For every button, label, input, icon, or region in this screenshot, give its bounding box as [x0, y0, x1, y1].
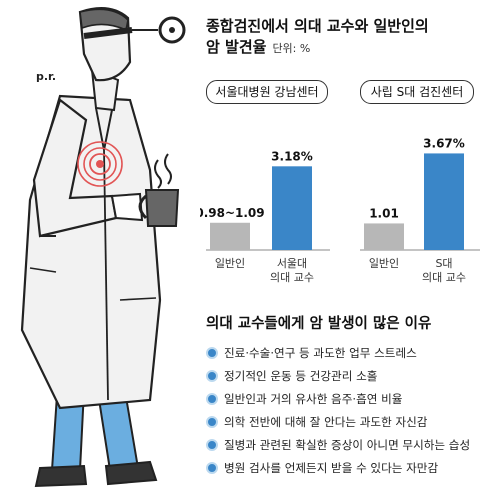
bullet-dot-icon [206, 439, 218, 451]
reason-item: 일반인과 거의 유사한 음주·흡연 비율 [206, 390, 402, 408]
bullet-dot-icon [206, 416, 218, 428]
bullet-dot-icon [206, 347, 218, 359]
chart-2-value-label-1: 1.01 [369, 206, 399, 220]
reason-item: 병원 검사를 언제든지 받을 수 있다는 자만감 [206, 459, 438, 477]
bullet-dot-icon [206, 370, 218, 382]
reason-item: 의학 전반에 대해 잘 안다는 과도한 자신감 [206, 413, 427, 431]
reason-text: 일반인과 거의 유사한 음주·흡연 비율 [224, 392, 403, 406]
chart-1-category-label-2: 서울대 [277, 257, 307, 270]
reason-text: 의학 전반에 대해 잘 안다는 과도한 자신감 [224, 415, 428, 429]
title-line-1: 종합검진에서 의대 교수와 일반인의 [206, 17, 429, 35]
reason-item: 질병과 관련된 확실한 증상이 아니면 무시하는 습성 [206, 436, 470, 454]
chart-2-category-label-2: 의대 교수 [422, 271, 466, 284]
illustration-text: p.r. [36, 70, 56, 83]
reason-text: 질병과 관련된 확실한 증상이 아니면 무시하는 습성 [224, 438, 471, 452]
title-line-2: 암 발견율 [206, 38, 267, 56]
reasons-title: 의대 교수들에게 암 발생이 많은 이유 [206, 316, 432, 332]
chart-2-value-label-2: 3.67% [423, 136, 465, 150]
chart-1-category-label-1: 일반인 [215, 256, 245, 270]
bullet-dot-icon [206, 393, 218, 405]
chart-1-bar-1 [210, 222, 250, 250]
chart-2-category-label-2: S대 [435, 257, 452, 270]
reason-text: 정기적인 운동 등 건강관리 소홀 [224, 369, 378, 383]
chart-1-label: 서울대병원 강남센터 [206, 80, 328, 104]
chart-1-bar-2 [272, 166, 312, 250]
page-title: 종합검진에서 의대 교수와 일반인의 암 발견율 단위: % [206, 16, 476, 59]
reason-text: 진료·수술·연구 등 과도한 업무 스트레스 [224, 346, 417, 360]
chart-1-category-label-2: 의대 교수 [270, 271, 314, 284]
chart-2-label: 사립 S대 검진센터 [360, 80, 474, 104]
chart-2-bar-2 [424, 153, 464, 250]
reason-text: 병원 검사를 언제든지 받을 수 있다는 자만감 [224, 461, 439, 475]
chart-1-value-label-2: 3.18% [271, 149, 313, 163]
chart-1-value-label-1: 0.98~1.09 [200, 206, 265, 220]
bullet-dot-icon [206, 462, 218, 474]
chart-2-bar-1 [364, 223, 404, 250]
reason-item: 진료·수술·연구 등 과도한 업무 스트레스 [206, 344, 417, 362]
reason-item: 정기적인 운동 등 건강관리 소홀 [206, 367, 377, 385]
chart-2-category-label-1: 일반인 [369, 256, 399, 270]
doctor-illustration: p.r. [20, 7, 186, 488]
unit-label: 단위: % [272, 42, 311, 55]
